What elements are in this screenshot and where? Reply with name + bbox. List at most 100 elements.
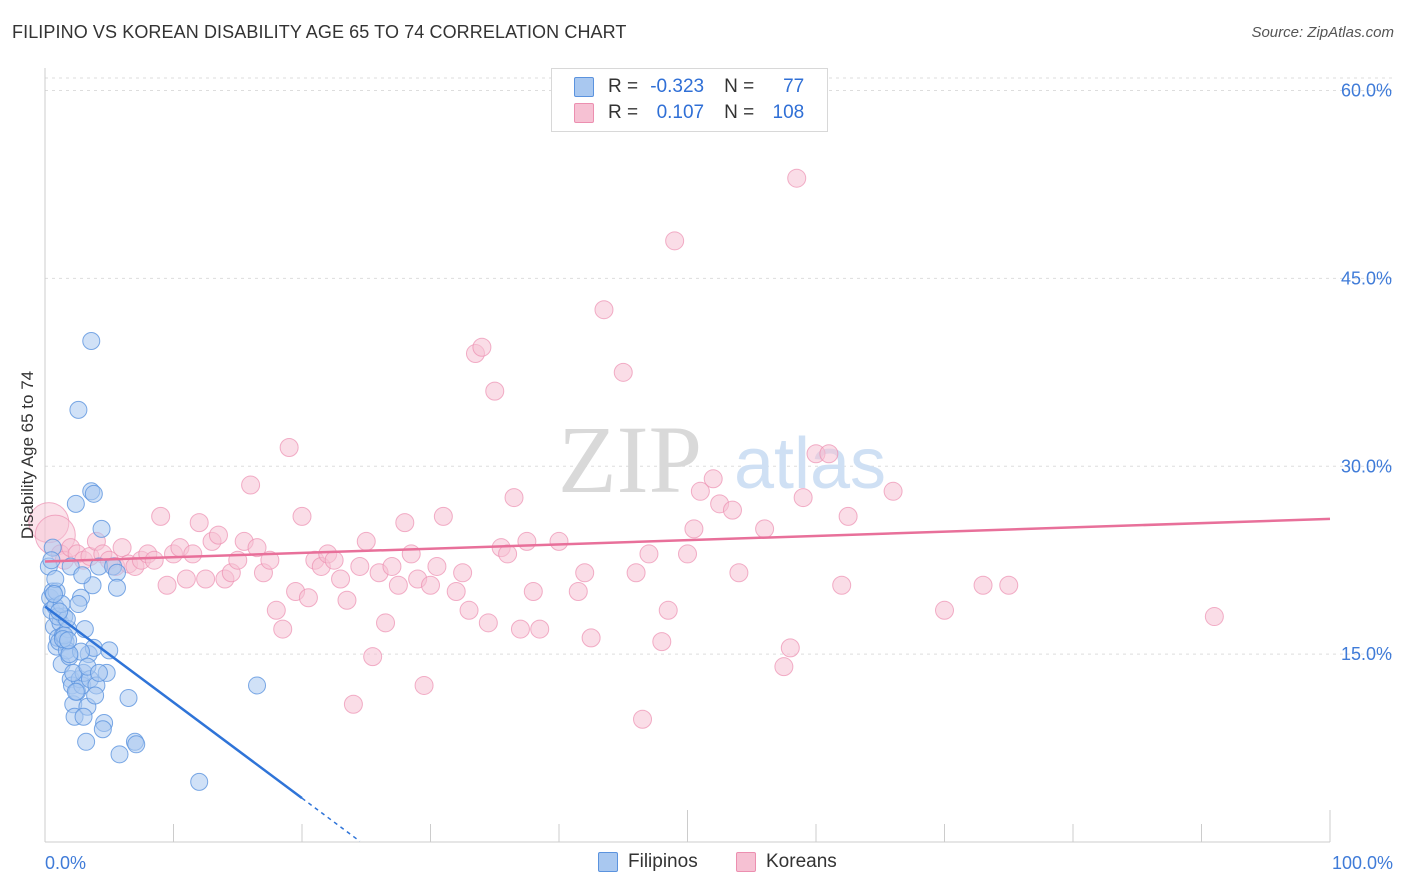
y-tick-label: 60.0% — [1341, 81, 1392, 101]
korean-point — [266, 600, 286, 620]
korean-point — [446, 582, 466, 602]
filipino-point — [190, 772, 209, 791]
y-tick-label: 30.0% — [1341, 456, 1392, 476]
filipino-point — [46, 569, 65, 588]
korean-point — [793, 488, 813, 508]
korean-point — [388, 575, 408, 595]
bottom-legend-label-koreans: Koreans — [766, 851, 837, 872]
watermark-atlas: atlas — [734, 424, 886, 504]
korean-point — [722, 500, 742, 520]
filipino-point — [119, 688, 138, 707]
korean-point — [260, 550, 280, 570]
korean-point — [157, 575, 177, 595]
bottom-legend-label-filipinos: Filipinos — [628, 851, 698, 872]
korean-point — [363, 647, 383, 667]
filipino-point — [69, 595, 88, 614]
korean-point — [151, 506, 171, 526]
koreans-trendline — [44, 517, 1331, 563]
korean-point — [658, 600, 678, 620]
korean-point — [780, 638, 800, 658]
korean-point — [568, 582, 588, 602]
x-tick-label-min: 0.0% — [45, 853, 86, 873]
korean-point — [690, 481, 710, 501]
filipino-point — [100, 641, 119, 660]
watermark: ZIP atlas — [558, 406, 886, 513]
bottom-legend-swatch-filipinos — [598, 852, 618, 872]
korean-point — [324, 550, 344, 570]
y-axis-label: Disability Age 65 to 74 — [18, 371, 37, 539]
filipino-point — [84, 484, 103, 503]
chart-title: FILIPINO VS KOREAN DISABILITY AGE 65 TO … — [12, 22, 627, 42]
korean-point — [433, 506, 453, 526]
filipino-point — [127, 735, 146, 754]
legend-r-value: 0.107 — [656, 102, 705, 123]
grid-layer: 15.0% 30.0% 45.0% 60.0% — [45, 77, 1392, 664]
legend-n-value: 108 — [772, 102, 805, 123]
korean-point — [626, 563, 646, 583]
chart-source: Source: ZipAtlas.com — [1251, 24, 1394, 41]
korean-point — [208, 525, 228, 545]
filipino-point — [248, 676, 267, 695]
korean-point — [478, 613, 498, 633]
korean-point — [498, 544, 518, 564]
legend-row-filipinos: R = -0.323 N = 77 — [574, 74, 804, 100]
legend-r-value: -0.323 — [650, 76, 705, 97]
korean-point — [395, 513, 415, 533]
korean-point — [459, 600, 479, 620]
korean-point — [1204, 607, 1224, 627]
bottom-legend-filipinos: Filipinos — [598, 851, 698, 873]
korean-point — [292, 506, 312, 526]
korean-point — [523, 582, 543, 602]
filipino-point — [77, 732, 96, 751]
filipino-point — [110, 745, 129, 764]
filipino-point — [66, 682, 85, 701]
korean-point — [241, 475, 261, 495]
filipino-point — [86, 686, 105, 705]
filipino-point — [107, 578, 126, 597]
korean-point — [427, 556, 447, 576]
korean-point — [485, 381, 505, 401]
legend-n-label: N = — [724, 76, 755, 97]
filipinos-points — [39, 332, 267, 791]
y-tick-label: 45.0% — [1341, 268, 1392, 288]
bottom-legend-koreans: Koreans — [736, 851, 837, 873]
korean-point — [414, 675, 434, 695]
filipino-point — [66, 494, 85, 513]
korean-point — [549, 531, 569, 551]
legend-swatch-koreans — [574, 103, 594, 123]
korean-point — [678, 544, 697, 564]
korean-point — [196, 569, 216, 589]
korean-point — [703, 469, 723, 489]
axis-layer: 0.0% 100.0% — [44, 68, 1393, 873]
legend-r-label: R = — [608, 102, 639, 123]
filipino-point — [44, 585, 63, 604]
legend: R = -0.323 N = 77 R = 0.107 N = 108 — [551, 68, 828, 132]
legend-n-label: N = — [724, 102, 755, 123]
korean-point — [665, 231, 685, 251]
koreans-points — [28, 168, 1224, 729]
korean-point — [594, 300, 614, 320]
x-tick-label-max: 100.0% — [1332, 853, 1393, 873]
korean-point — [331, 569, 351, 589]
filipino-point — [89, 663, 108, 682]
legend-swatch-filipinos — [574, 77, 594, 97]
legend-row-koreans: R = 0.107 N = 108 — [574, 100, 804, 126]
bottom-legend-swatch-koreans — [736, 852, 756, 872]
korean-point — [613, 362, 633, 382]
korean-point — [774, 657, 794, 677]
korean-point — [472, 337, 492, 357]
filipino-point — [73, 566, 92, 585]
korean-point — [729, 563, 749, 583]
korean-point — [273, 619, 293, 639]
filipinos-trendline — [44, 605, 303, 800]
korean-point — [575, 563, 595, 583]
korean-point — [343, 694, 363, 714]
korean-point — [401, 544, 421, 564]
korean-point — [350, 556, 370, 576]
korean-point — [639, 544, 659, 564]
filipino-point — [92, 519, 111, 538]
korean-point — [382, 556, 402, 576]
korean-point — [684, 519, 704, 539]
legend-n-value: 77 — [783, 76, 805, 97]
